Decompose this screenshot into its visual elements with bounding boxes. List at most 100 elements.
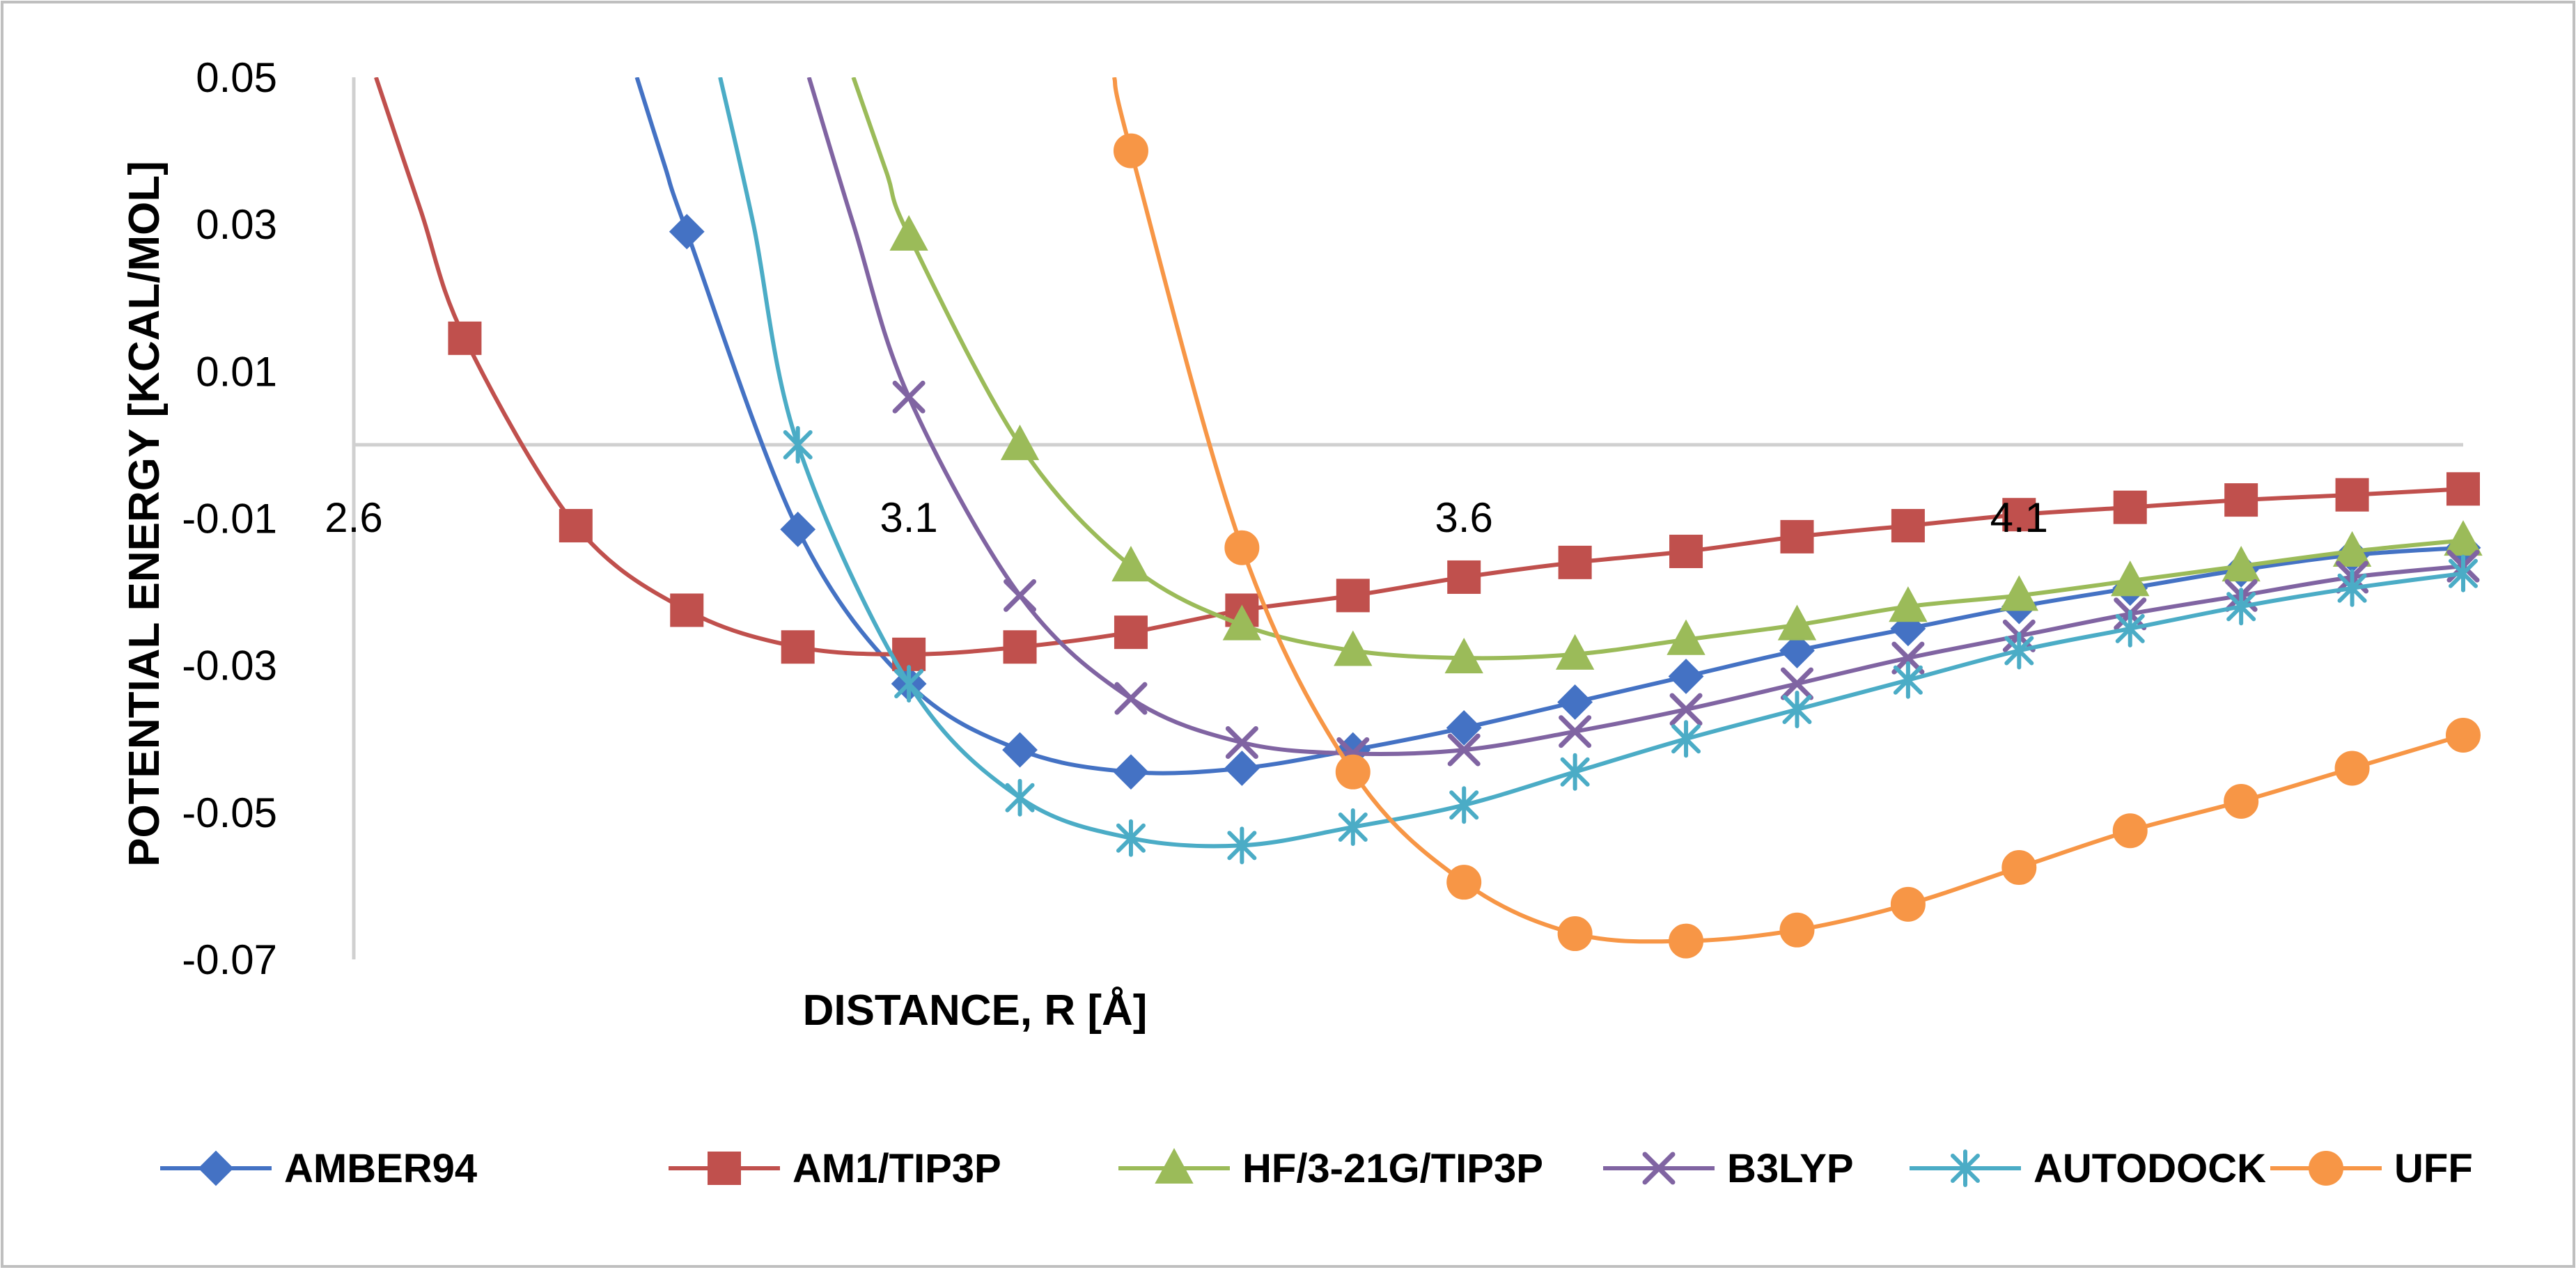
data-point-am1-tip3p [2224, 483, 2258, 517]
legend-marker [1642, 1152, 1676, 1185]
legend-marker [708, 1152, 741, 1185]
legend-label: B3LYP [1727, 1146, 1854, 1191]
data-point-am1-tip3p [559, 509, 593, 543]
data-point-am1-tip3p [1780, 519, 1814, 553]
data-point-uff [1557, 916, 1593, 952]
data-point-am1-tip3p [1447, 560, 1481, 594]
data-point-uff [2334, 751, 2370, 786]
y-tick-label: -0.01 [182, 496, 277, 542]
data-point-hf-3-21g-tip3p [1666, 619, 1705, 655]
data-point-autodock [1338, 808, 1368, 846]
data-point-b3lyp [892, 380, 926, 414]
data-point-amber94 [1557, 684, 1593, 720]
data-point-am1-tip3p [2446, 472, 2480, 506]
data-point-am1-tip3p [2002, 498, 2036, 532]
data-point-am1-tip3p [2113, 490, 2147, 524]
data-point-autodock [1560, 753, 1590, 791]
data-point-autodock [783, 425, 813, 464]
data-point-amber94 [669, 214, 705, 250]
y-tick-label: -0.03 [182, 643, 277, 689]
y-axis-title: POTENTIAL ENERGY [KCAL/MOL] [120, 161, 169, 867]
data-point-amber94 [780, 511, 816, 547]
legend-item-uff: UFF [2270, 1146, 2473, 1191]
legend-label: AUTODOCK [2034, 1146, 2266, 1191]
data-point-am1-tip3p [670, 593, 704, 627]
data-point-am1-tip3p [1114, 615, 1148, 650]
series-line-uff [1112, 77, 2464, 944]
data-point-b3lyp [1669, 693, 1703, 726]
data-point-uff [2224, 783, 2259, 819]
data-point-amber94 [1446, 709, 1482, 746]
legend-marker [1951, 1149, 1980, 1187]
data-point-autodock [1227, 826, 1257, 865]
data-point-autodock [2115, 609, 2145, 647]
y-tick-label: -0.05 [182, 790, 277, 836]
x-tick-label: 2.6 [325, 494, 382, 541]
data-point-uff [1113, 133, 1148, 168]
data-point-am1-tip3p [781, 630, 815, 664]
x-tick-label: 3.1 [880, 494, 937, 541]
legend-item-am1-tip3p: AM1/TIP3P [669, 1146, 1001, 1191]
data-point-autodock [2004, 631, 2034, 670]
series-autodock [718, 77, 2478, 865]
data-point-hf-3-21g-tip3p [2332, 531, 2372, 567]
data-point-uff [2112, 813, 2148, 849]
data-point-am1-tip3p [2335, 478, 2369, 512]
data-point-amber94 [1668, 659, 1704, 694]
data-point-am1-tip3p [1891, 509, 1925, 543]
data-point-autodock [1449, 786, 1479, 824]
data-point-hf-3-21g-tip3p [1222, 604, 1262, 641]
data-point-am1-tip3p [1558, 545, 1592, 579]
data-point-amber94 [1779, 633, 1815, 668]
legend-marker [198, 1150, 234, 1186]
data-point-autodock [2337, 569, 2367, 607]
data-point-autodock [2449, 554, 2478, 592]
legend-label: HF/3-21G/TIP3P [1242, 1146, 1543, 1191]
data-point-amber94 [1002, 732, 1038, 768]
legend-item-autodock: AUTODOCK [1910, 1146, 2266, 1191]
series-line-b3lyp [806, 77, 2464, 757]
legend-item-hf-3-21g-tip3p: HF/3-21G/TIP3P [1118, 1146, 1543, 1191]
data-point-hf-3-21g-tip3p [1111, 546, 1150, 582]
data-point-am1-tip3p [1003, 630, 1037, 664]
data-point-b3lyp [1559, 715, 1592, 748]
y-tick-label: 0.01 [196, 348, 277, 395]
x-tick-label: 3.6 [1435, 494, 1492, 541]
legend: AMBER94 AM1/TIP3P HF/3-21G/TIP3P B3LYP AUTOD… [160, 1146, 2473, 1191]
data-point-uff [1779, 912, 1815, 948]
data-point-hf-3-21g-tip3p [1555, 634, 1595, 670]
data-point-uff [2446, 717, 2481, 753]
data-point-amber94 [1224, 751, 1260, 786]
x-axis-title: DISTANCE, R [Å] [803, 987, 1148, 1035]
data-point-b3lyp [1225, 726, 1258, 760]
legend-item-b3lyp: B3LYP [1603, 1146, 1854, 1191]
data-point-am1-tip3p [1669, 535, 1703, 569]
legend-item-amber94: AMBER94 [160, 1146, 477, 1191]
data-point-b3lyp [1780, 667, 1813, 700]
series-line-hf-3-21g-tip3p [851, 77, 2464, 661]
y-tick-label: -0.07 [182, 936, 277, 983]
legend-marker [1155, 1147, 1194, 1184]
data-point-hf-3-21g-tip3p [1777, 604, 1817, 641]
data-point-hf-3-21g-tip3p [2111, 560, 2150, 597]
data-point-hf-3-21g-tip3p [889, 214, 928, 251]
series-uff [1112, 77, 2481, 959]
data-point-b3lyp [1447, 733, 1481, 767]
legend-label: AMBER94 [284, 1146, 477, 1191]
data-point-hf-3-21g-tip3p [1444, 638, 1483, 674]
y-tick-label: 0.05 [196, 54, 277, 101]
data-point-hf-3-21g-tip3p [1334, 630, 1373, 666]
data-point-hf-3-21g-tip3p [1000, 424, 1040, 460]
data-point-autodock [1782, 691, 1812, 729]
y-tick-label: 0.03 [196, 201, 277, 248]
data-point-uff [1669, 923, 1704, 959]
series-am1-tip3p [374, 77, 2480, 671]
data-point-uff [1446, 865, 1482, 900]
legend-label: UFF [2394, 1146, 2473, 1191]
series-hf-3-21g-tip3p [851, 77, 2483, 674]
legend-marker [2309, 1151, 2343, 1186]
data-point-autodock [1116, 819, 1146, 857]
